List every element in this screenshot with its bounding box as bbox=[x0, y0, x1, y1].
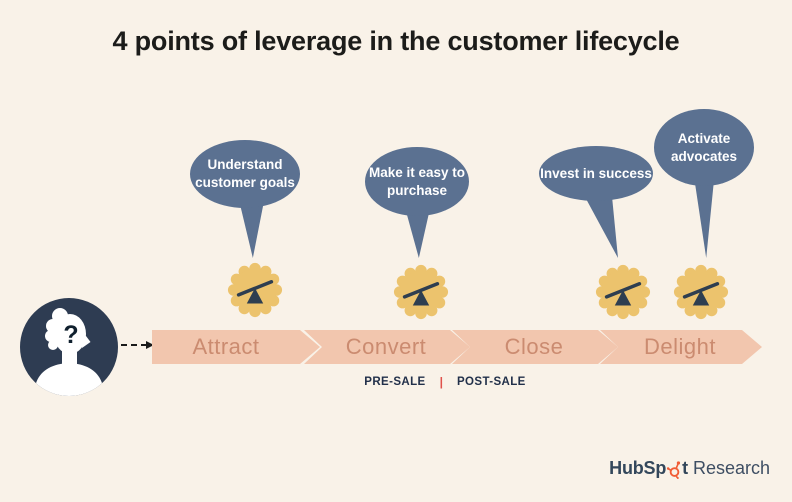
question-mark: ? bbox=[63, 321, 78, 349]
post-sale-label: POST-SALE bbox=[456, 376, 526, 388]
page-title: 4 points of leverage in the customer lif… bbox=[112, 26, 680, 56]
bubble-label: Understand customer goals bbox=[195, 157, 295, 190]
stage-label: Attract bbox=[192, 334, 260, 359]
bubble-label: Make it easy to purchase bbox=[368, 164, 466, 198]
pre-sale-label: PRE-SALE bbox=[364, 376, 426, 388]
stage-arrow-convert: Convert bbox=[304, 330, 470, 364]
leverage-seal-icon bbox=[392, 263, 450, 321]
phase-separator: | bbox=[439, 375, 443, 389]
bubble-label: Invest in success bbox=[540, 165, 652, 181]
leverage-seal-icon bbox=[594, 263, 652, 321]
speech-bubble-understand-goals: Understand customer goals bbox=[190, 140, 300, 208]
speech-bubble-invest-success: Invest in success bbox=[539, 146, 653, 201]
dashed-arrow-line bbox=[121, 344, 147, 346]
logo-brand-start: HubSp bbox=[609, 458, 667, 478]
stage-label: Delight bbox=[644, 334, 716, 359]
speech-bubble-activate-advocates: Activate advocates bbox=[654, 109, 754, 186]
stage-label: Close bbox=[504, 334, 564, 359]
stage-arrow-attract: Attract bbox=[152, 330, 320, 364]
bubble-label: Activate advocates bbox=[670, 130, 738, 164]
leverage-seal-icon bbox=[226, 261, 284, 319]
logo-suffix: Research bbox=[692, 458, 770, 478]
hubspot-research-logo: HubSp t Research bbox=[609, 458, 770, 479]
hubspot-sprocket-icon bbox=[666, 461, 680, 479]
phase-labels: PRE-SALE | POST-SALE bbox=[320, 375, 570, 389]
stage-arrow-delight: Delight bbox=[600, 330, 762, 364]
dashed-arrow-head-icon bbox=[146, 341, 154, 349]
leverage-seal-icon bbox=[672, 263, 730, 321]
customer-avatar-icon: ? bbox=[20, 298, 118, 396]
logo-brand-end: t bbox=[682, 458, 688, 478]
stage-label: Convert bbox=[345, 334, 427, 359]
stage-arrow-close: Close bbox=[452, 330, 618, 364]
speech-bubble-easy-purchase: Make it easy to purchase bbox=[365, 147, 469, 216]
